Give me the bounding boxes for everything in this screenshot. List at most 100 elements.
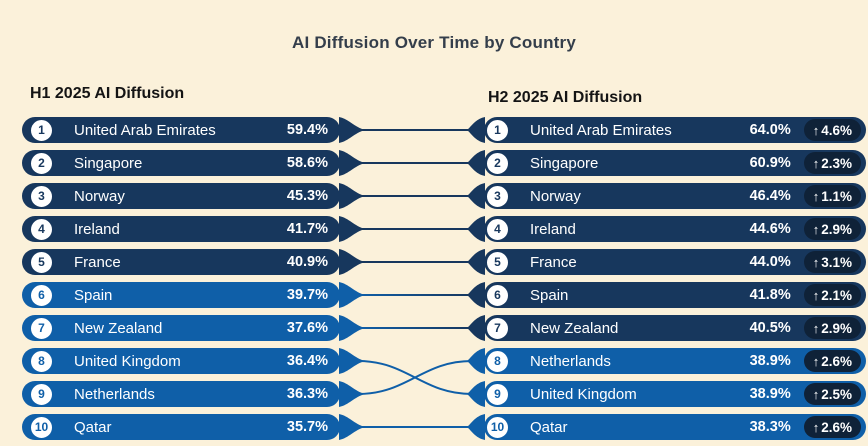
country-label: New Zealand [530, 319, 619, 337]
row-tail-decoration [467, 381, 485, 407]
rank-number: 5 [38, 255, 45, 269]
h1-row-9: 9 Netherlands 36.3% [22, 381, 365, 407]
up-arrow-icon: ↑ [812, 122, 820, 138]
change-badge: ↑ 2.9% [803, 218, 861, 240]
diffusion-value: 39.7% [286, 287, 328, 303]
rank-number: 9 [494, 387, 501, 401]
diffusion-value: 40.5% [749, 320, 791, 336]
diffusion-value: 45.3% [286, 188, 328, 204]
change-value: 4.6% [821, 122, 852, 138]
diffusion-value: 40.9% [286, 254, 328, 270]
row-tail-decoration [467, 249, 485, 275]
rank-number: 2 [494, 156, 501, 170]
change-value: 2.5% [821, 386, 852, 402]
rank-number: 7 [38, 321, 45, 335]
h1-column-header: H1 2025 AI Diffusion [30, 85, 185, 102]
h2-row-6: 6 Spain 41.8% ↑ 2.1% [467, 282, 866, 308]
h1-row-2: 2 Singapore 58.6% [22, 150, 365, 176]
row-tail-decoration [339, 150, 365, 176]
rank-number: 10 [490, 420, 505, 434]
h1-row-10: 10 Qatar 35.7% [22, 414, 365, 440]
country-label: Singapore [530, 154, 599, 172]
country-label: Qatar [530, 418, 568, 436]
change-value: 3.1% [821, 254, 852, 270]
up-arrow-icon: ↑ [812, 221, 820, 237]
h1-row-5: 5 France 40.9% [22, 249, 365, 275]
h2-row-1: 1 United Arab Emirates 64.0% ↑ 4.6% [467, 117, 866, 143]
country-label: New Zealand [74, 319, 163, 337]
row-tail-decoration [339, 348, 365, 374]
rank-badge: 5 [486, 250, 509, 274]
rank-number: 9 [38, 387, 45, 401]
rank-badge: 8 [486, 349, 509, 373]
row-tail-decoration [467, 348, 485, 374]
rank-number: 4 [494, 222, 501, 236]
change-value: 1.1% [821, 188, 852, 204]
row-tail-decoration [467, 183, 485, 209]
diffusion-value: 35.7% [286, 419, 328, 435]
rank-number: 7 [494, 321, 501, 335]
change-badge: ↑ 2.6% [803, 416, 861, 438]
diffusion-value: 36.4% [286, 353, 328, 369]
rank-badge: 3 [486, 184, 509, 208]
row-tail-decoration [467, 414, 485, 440]
h2-row-8: 8 Netherlands 38.9% ↑ 2.6% [467, 348, 866, 374]
country-label: United Arab Emirates [74, 121, 216, 139]
change-badge: ↑ 2.5% [803, 383, 861, 405]
country-label: Singapore [74, 154, 143, 172]
diffusion-value: 38.9% [749, 386, 791, 402]
country-label: Netherlands [530, 352, 611, 370]
change-badge: ↑ 1.1% [803, 185, 861, 207]
h2-row-7: 7 New Zealand 40.5% ↑ 2.9% [467, 315, 866, 341]
up-arrow-icon: ↑ [812, 353, 820, 369]
row-tail-decoration [339, 117, 365, 143]
row-tail-decoration [339, 216, 365, 242]
rank-number: 3 [494, 189, 501, 203]
diffusion-value: 58.6% [286, 155, 328, 171]
h1-row-1: 1 United Arab Emirates 59.4% [22, 117, 365, 143]
diffusion-value: 41.7% [286, 221, 328, 237]
rank-badge: 9 [30, 382, 53, 406]
diffusion-value: 60.9% [749, 155, 791, 171]
rank-badge: 10 [486, 415, 509, 439]
change-value: 2.1% [821, 287, 852, 303]
country-label: United Kingdom [74, 352, 181, 370]
change-value: 2.6% [821, 419, 852, 435]
rank-badge: 9 [486, 382, 509, 406]
rank-number: 3 [38, 189, 45, 203]
h1-row-7: 7 New Zealand 37.6% [22, 315, 365, 341]
rank-badge: 8 [30, 349, 53, 373]
rank-number: 6 [494, 288, 501, 302]
change-badge: ↑ 2.3% [803, 152, 861, 174]
h2-row-4: 4 Ireland 44.6% ↑ 2.9% [467, 216, 866, 242]
rank-number: 10 [34, 420, 49, 434]
country-label: Ireland [74, 220, 120, 238]
h2-column-header: H2 2025 AI Diffusion [488, 89, 643, 106]
rank-number: 8 [494, 354, 501, 368]
h1-row-6: 6 Spain 39.7% [22, 282, 365, 308]
up-arrow-icon: ↑ [812, 188, 820, 204]
rank-badge: 1 [486, 118, 509, 142]
up-arrow-icon: ↑ [812, 155, 820, 171]
row-tail-decoration [467, 117, 485, 143]
rank-badge: 6 [30, 283, 53, 307]
change-badge: ↑ 4.6% [803, 119, 861, 141]
diffusion-value: 44.0% [749, 254, 791, 270]
diffusion-value: 64.0% [749, 122, 791, 138]
rank-badge: 4 [486, 217, 509, 241]
rank-number: 4 [38, 222, 45, 236]
rank-badge: 4 [30, 217, 53, 241]
change-value: 2.9% [821, 221, 852, 237]
country-label: Spain [74, 286, 113, 304]
row-tail-decoration [339, 282, 365, 308]
row-tail-decoration [467, 216, 485, 242]
rank-number: 2 [38, 156, 45, 170]
up-arrow-icon: ↑ [812, 320, 820, 336]
rank-badge: 2 [486, 151, 509, 175]
change-value: 2.6% [821, 353, 852, 369]
row-tail-decoration [467, 150, 485, 176]
change-value: 2.3% [821, 155, 852, 171]
